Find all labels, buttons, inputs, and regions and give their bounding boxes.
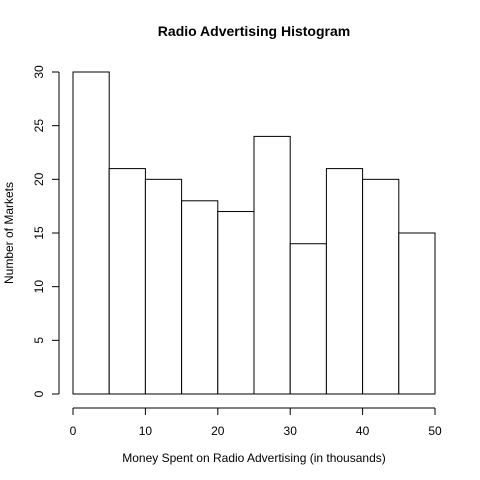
histogram-bar [253,135,291,395]
x-tick-label: 50 [428,424,442,438]
bars-group [72,71,436,395]
y-tick-label: 5 [32,337,46,344]
histogram-bar [72,71,110,395]
histogram-bar [398,232,436,395]
y-axis: 0 5 10 15 20 25 30 [32,65,60,397]
y-tick-label: 0 [32,390,46,397]
x-tick-label: 30 [284,424,298,438]
x-axis-label: Money Spent on Radio Advertising (in tho… [122,451,386,465]
x-tick-label: 10 [139,424,153,438]
chart-title: Radio Advertising Histogram [158,23,350,39]
y-tick-label: 25 [32,119,46,133]
y-tick-label: 10 [32,280,46,294]
x-tick-label: 20 [211,424,225,438]
x-tick-label: 0 [70,424,77,438]
y-tick-label: 15 [32,226,46,240]
histogram-bar [217,211,255,395]
histogram-bar [108,168,146,395]
x-axis: 0 10 20 30 40 50 [70,407,442,438]
y-axis-label: Number of Markets [2,182,16,284]
y-tick-label: 30 [32,65,46,79]
histogram-bar [362,178,400,395]
y-tick-label: 20 [32,172,46,186]
x-tick-label: 40 [356,424,370,438]
histogram-bar [181,200,219,395]
histogram-bar [144,178,183,395]
histogram-bar [289,243,327,395]
histogram-bar [325,168,364,395]
